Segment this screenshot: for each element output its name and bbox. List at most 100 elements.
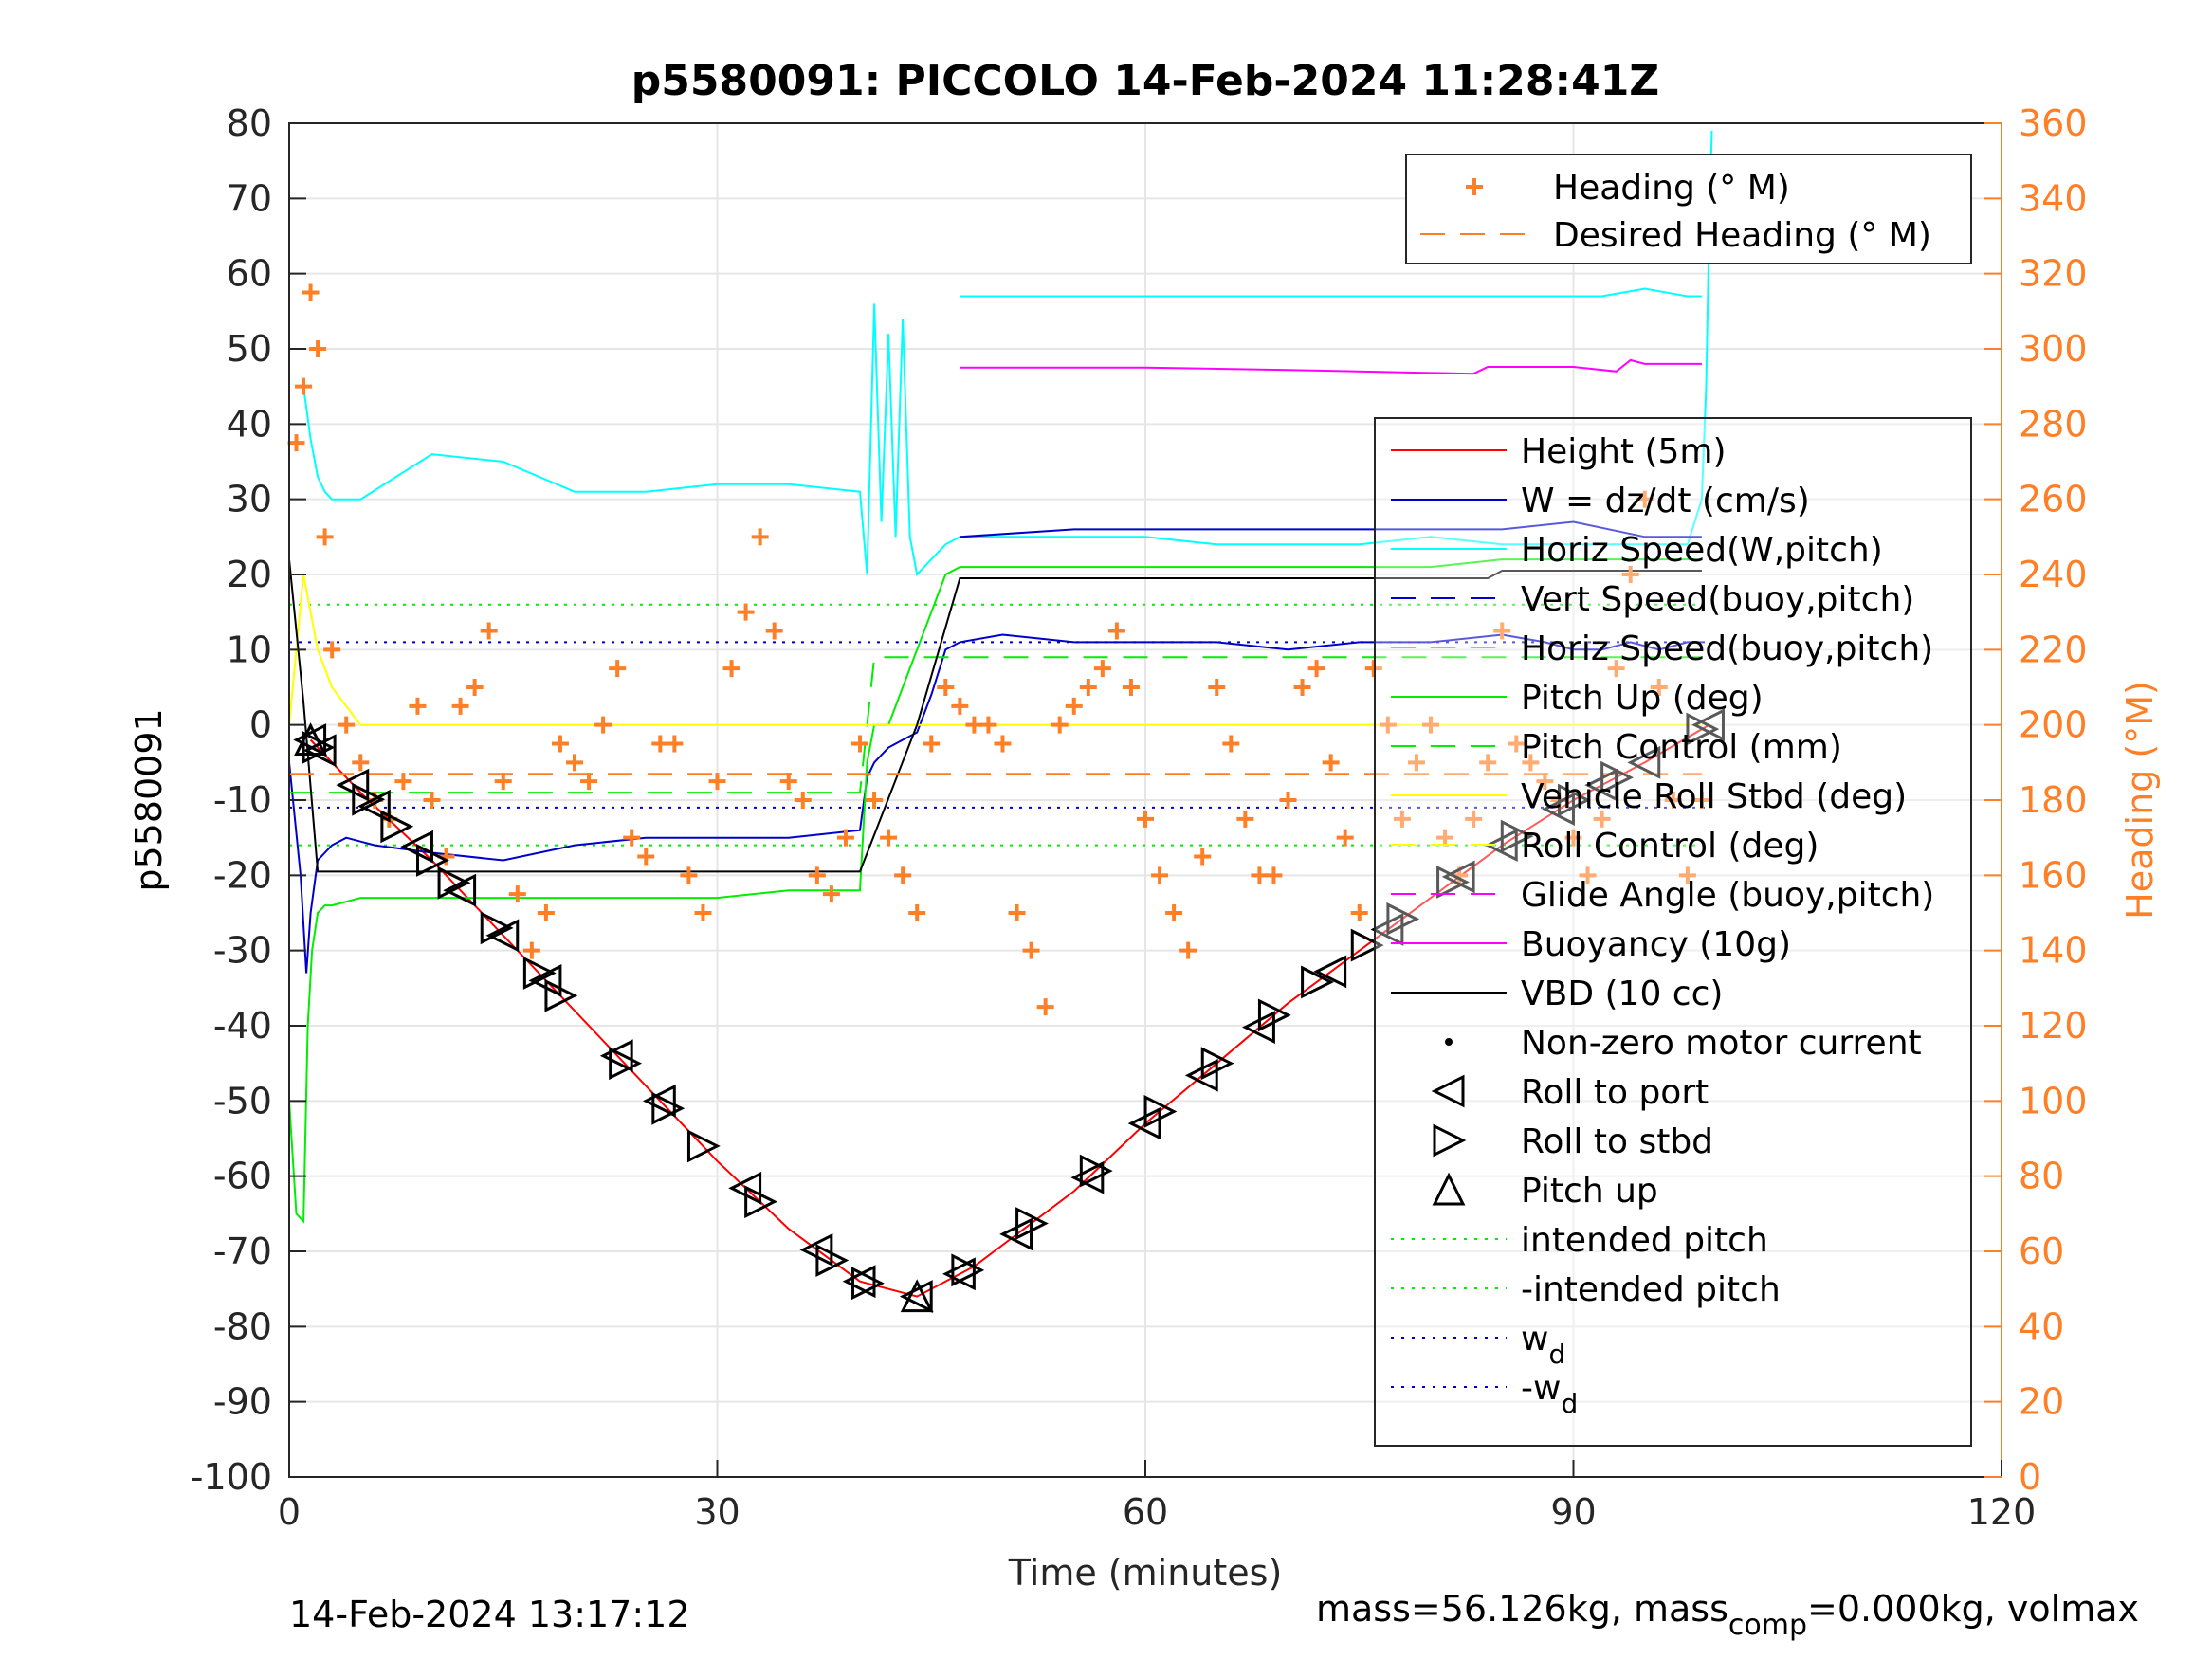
- heading-point: [765, 622, 783, 640]
- heading-point: [480, 622, 498, 640]
- heading-point: [1564, 829, 1582, 847]
- heading-point: [1251, 866, 1269, 884]
- y-tick-label: -40: [213, 1005, 272, 1047]
- heading-point: [466, 679, 484, 696]
- heading-point: [779, 773, 797, 791]
- heading-point: [1165, 904, 1183, 921]
- roll-to-stbd-marker: [1200, 1047, 1234, 1081]
- heading-point: [352, 754, 370, 772]
- y2-tick-label: 40: [2019, 1305, 2064, 1347]
- legend-main-label: Non-zero motor current: [1521, 1024, 1922, 1063]
- x-tick-label: 0: [278, 1491, 301, 1533]
- heading-point: [851, 735, 868, 753]
- heading-point: [1579, 866, 1597, 884]
- y2-tick-label: 140: [2019, 930, 2088, 972]
- heading-point: [1678, 866, 1696, 884]
- heading-point: [338, 716, 356, 734]
- y-tick-label: -50: [213, 1080, 272, 1121]
- heading-point: [994, 735, 1012, 753]
- x-axis: 0 30 60 90 120: [278, 1460, 2036, 1533]
- roll-to-port-marker: [1441, 860, 1475, 894]
- heading-point: [1393, 810, 1411, 828]
- heading-point: [1493, 622, 1511, 640]
- legend-heading-label: Desired Heading (° M): [1553, 216, 1931, 255]
- heading-point: [1151, 866, 1169, 884]
- roll-to-stbd-marker: [609, 1047, 643, 1081]
- heading-point: [1194, 848, 1212, 866]
- roll-to-stbd-marker: [416, 844, 449, 877]
- roll-to-stbd-marker: [1500, 819, 1534, 853]
- heading-point: [808, 866, 826, 884]
- roll-to-stbd-marker: [744, 1185, 778, 1219]
- heading-point: [1350, 904, 1368, 921]
- roll-to-stbd-marker: [352, 782, 386, 816]
- heading-point: [1137, 810, 1154, 828]
- heading-point: [508, 885, 526, 903]
- roll-to-port-marker: [356, 789, 391, 823]
- heading-point: [423, 792, 441, 809]
- x-tick-label: 30: [694, 1491, 740, 1533]
- legend-heading-box: [1405, 154, 1972, 264]
- legend-main-label: Pitch Control (mm): [1521, 728, 1842, 767]
- legend-main-label: Roll to stbd: [1521, 1122, 1713, 1161]
- heading-point: [1122, 679, 1140, 696]
- y-tick-label: -70: [213, 1231, 272, 1272]
- heading-point: [908, 904, 926, 921]
- heading-point: [1065, 697, 1083, 715]
- heading-point: [323, 641, 341, 659]
- y2-tick-label: 360: [2019, 102, 2088, 144]
- heading-point: [1336, 829, 1354, 847]
- y2-tick-label: 100: [2019, 1080, 2088, 1121]
- roll-to-stbd-marker: [851, 1267, 885, 1301]
- heading-point: [1222, 735, 1240, 753]
- roll-to-stbd-marker: [1600, 760, 1635, 794]
- y2-tick-label: 60: [2019, 1231, 2064, 1272]
- legend-symbol: [1433, 1123, 1467, 1158]
- roll-to-stbd-marker: [1386, 902, 1420, 936]
- y-tick-label: 70: [227, 177, 272, 219]
- y2-tick-label: 320: [2019, 253, 2088, 295]
- y-tick-label: -60: [213, 1156, 272, 1197]
- legend-main-label: intended pitch: [1521, 1221, 1768, 1260]
- heading-point: [979, 716, 997, 734]
- heading-point: [623, 829, 641, 847]
- heading-point: [302, 283, 320, 301]
- heading-point: [751, 528, 769, 546]
- legend-main: Height (5m) W = dz/dt (cm/s) Horiz Speed(W…: [1374, 417, 1972, 1447]
- heading-point: [1636, 490, 1654, 508]
- heading-point: [1664, 792, 1682, 809]
- y2-tick-label: 180: [2019, 779, 2088, 821]
- roll-to-stbd-marker: [1079, 1154, 1113, 1188]
- roll-to-port-marker: [1313, 955, 1347, 989]
- footer-mass: mass=56.126kg, masscomp=0.000kg, volmax: [1316, 1588, 2139, 1642]
- heading-point: [1422, 716, 1439, 734]
- heading-point: [1008, 904, 1026, 921]
- heading-point: [409, 697, 427, 715]
- y-tick-label: -90: [213, 1381, 272, 1423]
- y2-tick-label: 20: [2019, 1381, 2064, 1423]
- heading-point: [694, 904, 712, 921]
- heading-point: [1436, 829, 1454, 847]
- heading-point: [1307, 660, 1325, 678]
- series-line: [302, 130, 1713, 577]
- y-tick-label: -30: [213, 930, 272, 972]
- roll-to-stbd-marker: [1686, 712, 1720, 746]
- heading-point: [822, 885, 840, 903]
- heading-point: [1293, 679, 1311, 696]
- heading-point: [1692, 792, 1710, 809]
- heading-point: [1236, 810, 1254, 828]
- legend-main-label-sub: d: [1561, 1388, 1578, 1419]
- roll-to-port-marker: [1627, 745, 1661, 779]
- heading-point: [1508, 735, 1526, 753]
- y2-tick-label: 280: [2019, 403, 2088, 445]
- legend-main-label: Roll to port: [1521, 1073, 1709, 1112]
- footer-mass-a: mass=56.126kg, mass: [1316, 1588, 1728, 1630]
- y-tick-label: 20: [227, 554, 272, 595]
- legend-symbol: [1431, 1074, 1465, 1108]
- y-axis-right: 0 20 40 60 80 100 120 140 160 180 200 220 240 260 280 3…: [1984, 102, 2088, 1498]
- roll-to-port-marker: [443, 873, 477, 907]
- y2-axis-label: Heading (°M): [2119, 681, 2161, 920]
- heading-point: [295, 377, 313, 395]
- legend-main-label: W = dz/dt (cm/s): [1521, 482, 1810, 520]
- heading-point: [1536, 773, 1554, 791]
